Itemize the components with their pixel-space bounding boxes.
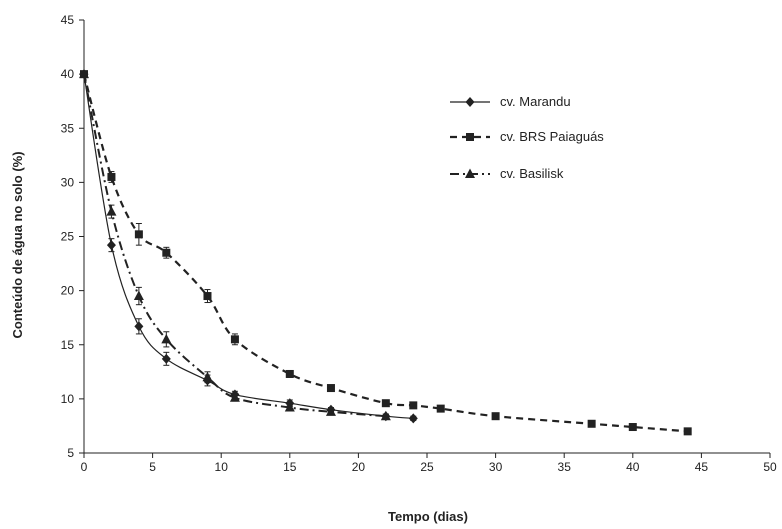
x-tick-label: 20 <box>352 460 366 474</box>
data-point <box>285 369 294 378</box>
data-point <box>628 423 637 432</box>
data-point <box>436 404 445 413</box>
x-tick-label: 5 <box>149 460 156 474</box>
x-tick-label: 35 <box>558 460 572 474</box>
data-point <box>229 392 240 402</box>
legend-marker <box>466 133 474 141</box>
series-triangle <box>79 68 391 421</box>
legend: cv. Marandu cv. BRS Paiaguás cv. Basilisk <box>450 94 604 181</box>
data-point <box>326 384 335 393</box>
data-point <box>79 68 89 79</box>
series-line <box>83 74 414 419</box>
series-layer <box>79 68 692 436</box>
legend-marker <box>465 168 475 178</box>
x-axis: 0 5 10 15 20 25 30 35 40 45 50 <box>81 453 777 474</box>
data-point <box>106 240 116 251</box>
data-point <box>587 419 596 428</box>
x-tick-label: 15 <box>283 460 297 474</box>
data-point <box>408 413 418 424</box>
data-point <box>284 402 295 412</box>
series-line <box>83 73 386 418</box>
data-point <box>162 248 171 257</box>
series-square <box>80 70 692 436</box>
x-tick-label: 30 <box>489 460 503 474</box>
legend-label: cv. BRS Paiaguás <box>500 129 604 144</box>
data-point <box>380 410 391 421</box>
y-tick-label: 25 <box>61 230 75 244</box>
data-point <box>381 399 390 408</box>
data-point <box>325 406 336 416</box>
y-tick-label: 5 <box>67 446 74 460</box>
y-tick-label: 30 <box>61 175 75 189</box>
plot-area <box>83 20 770 454</box>
x-tick-label: 50 <box>763 460 777 474</box>
x-tick-label: 10 <box>215 460 229 474</box>
x-axis-title: Tempo (dias) <box>388 509 468 524</box>
data-point <box>683 427 692 436</box>
y-axis: 5 10 15 20 25 30 35 40 45 <box>61 13 84 460</box>
data-point <box>203 292 212 301</box>
data-point <box>106 206 117 216</box>
legend-label: cv. Basilisk <box>500 166 564 181</box>
legend-marker <box>465 97 475 107</box>
y-tick-label: 15 <box>61 338 75 352</box>
data-point <box>134 230 143 239</box>
data-point <box>161 333 172 344</box>
y-axis-title: Conteúdo de água no solo (%) <box>10 151 25 338</box>
x-tick-label: 40 <box>626 460 640 474</box>
data-point <box>107 172 116 181</box>
data-point <box>202 371 213 382</box>
data-point <box>491 412 500 421</box>
series-line <box>82 73 688 433</box>
series-diamond <box>79 69 418 424</box>
legend-label: cv. Marandu <box>500 94 571 109</box>
data-point <box>230 335 239 344</box>
x-tick-label: 25 <box>420 460 434 474</box>
y-tick-label: 10 <box>61 392 75 406</box>
data-point <box>133 290 144 301</box>
x-tick-label: 0 <box>81 460 88 474</box>
y-tick-label: 40 <box>61 67 75 81</box>
data-point <box>161 353 171 364</box>
x-tick-label: 45 <box>695 460 709 474</box>
y-tick-label: 45 <box>61 13 75 27</box>
data-point <box>134 321 144 332</box>
y-tick-label: 35 <box>61 121 75 135</box>
data-point <box>409 401 418 410</box>
y-tick-label: 20 <box>61 284 75 298</box>
